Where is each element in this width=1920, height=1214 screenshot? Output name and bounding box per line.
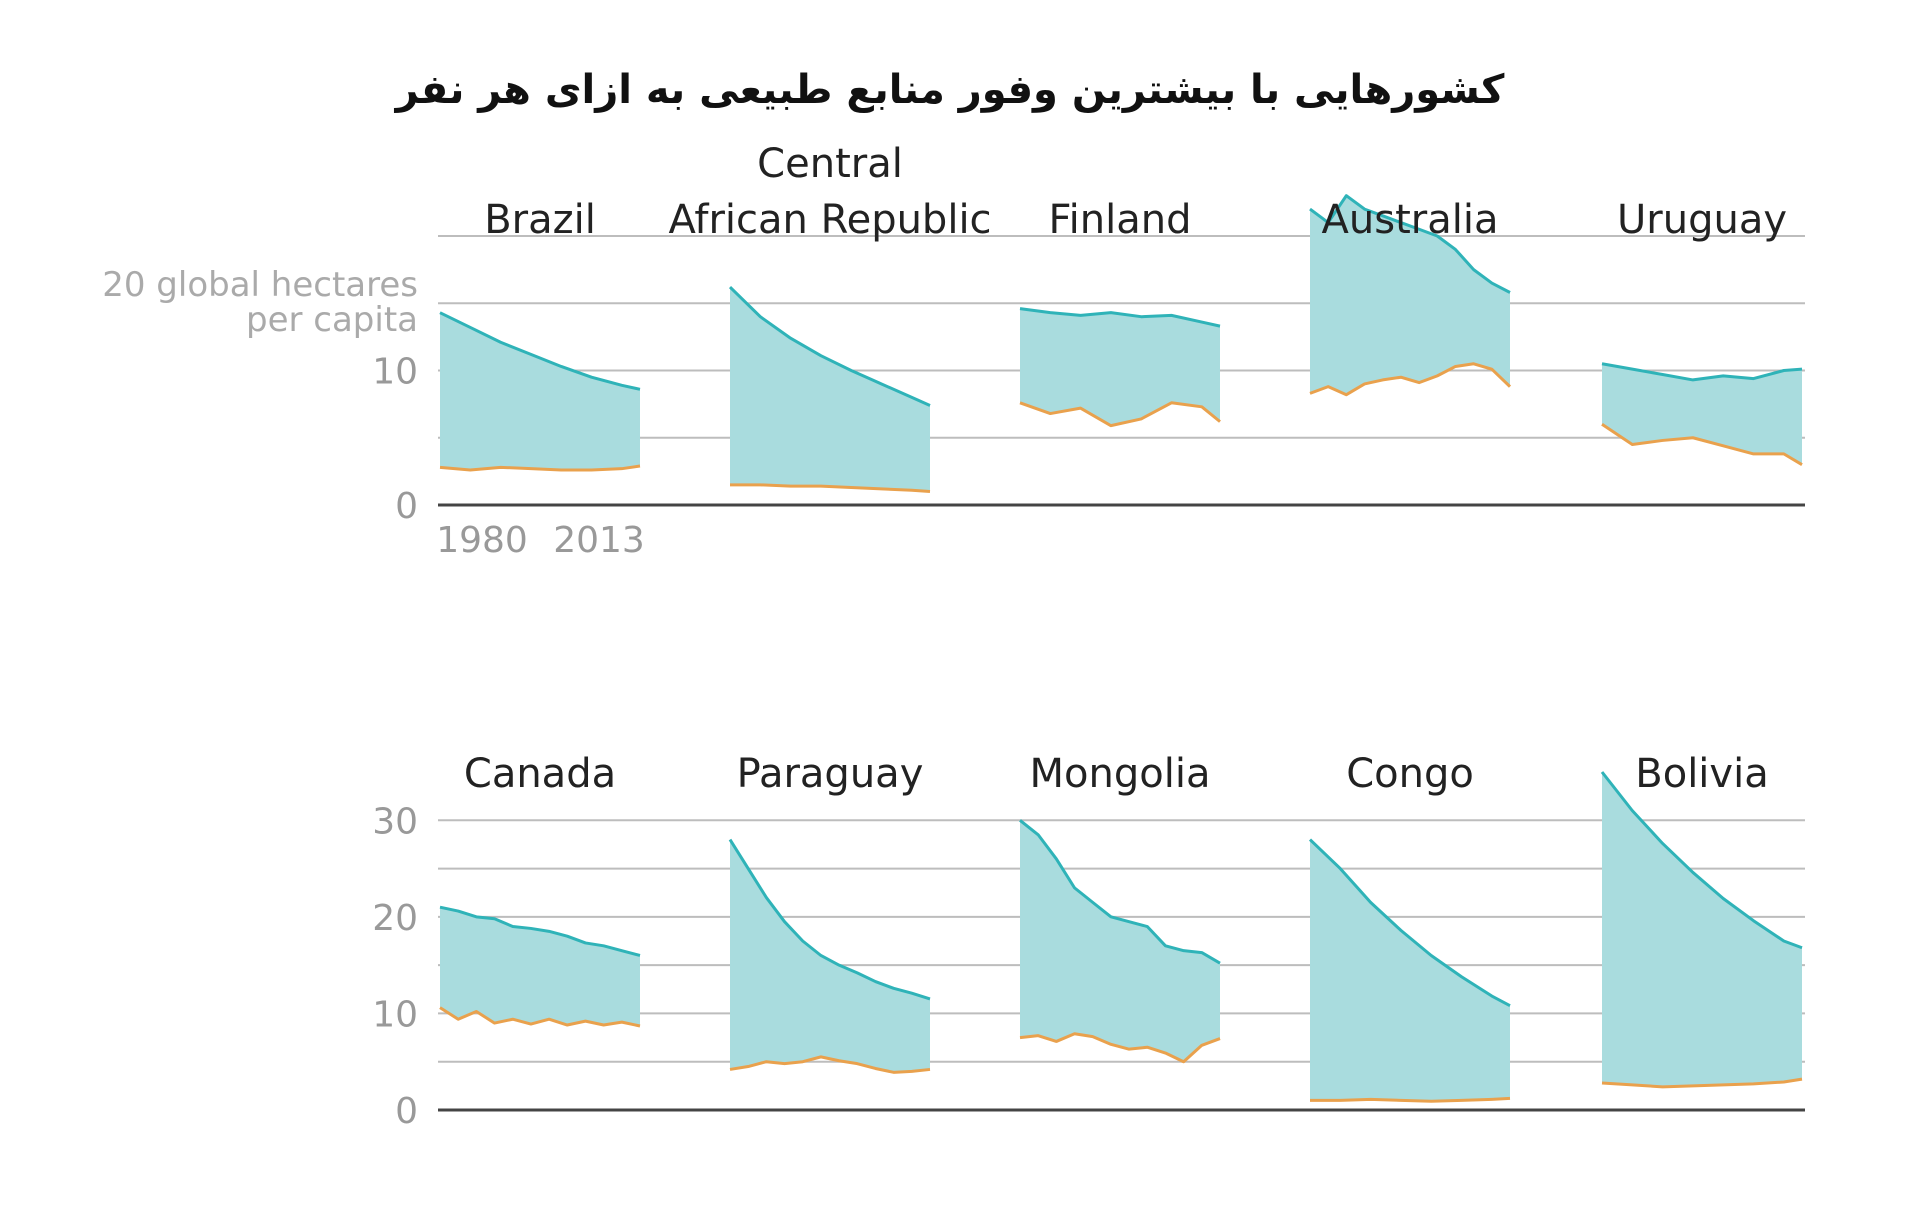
footprint-line-congo [1310, 1096, 1511, 1103]
bottom-row-panel: 30 20 10 0 Canada Paraguay Mongolia Congo Bolivi… [372, 751, 1805, 1132]
reserve-area-brazil [440, 312, 640, 471]
footprint-line-finland [1019, 401, 1221, 428]
country-panel-central-african-republic: Central African Republic [668, 141, 992, 494]
country-label: Paraguay [737, 751, 924, 797]
y-tick-label: 30 [372, 801, 418, 842]
reserve-area-central-african-republic [730, 287, 930, 492]
country-panel-australia: Australia [1309, 194, 1512, 397]
footprint-line-mongolia [1019, 1032, 1221, 1064]
footprint-line-brazil [439, 464, 641, 472]
footprint-line-canada [439, 1006, 641, 1028]
country-panel-congo: Congo [1308, 751, 1511, 1103]
biocapacity-line-mongolia [1019, 819, 1221, 965]
biocapacity-line-central-african-republic [728, 286, 931, 407]
reserve-area-bolivia [1602, 772, 1802, 1087]
reserve-area-mongolia [1020, 820, 1220, 1062]
country-label: Australia [1322, 197, 1499, 243]
reserve-area-australia [1310, 195, 1510, 395]
reserve-area-congo [1310, 839, 1510, 1102]
country-label: Congo [1346, 751, 1474, 797]
country-panel-finland: Finland [1019, 197, 1221, 428]
country-panel-paraguay: Paraguay [728, 751, 931, 1074]
country-label: African Republic [668, 197, 991, 243]
y-tick-label: 0 [395, 486, 418, 527]
country-panel-canada: Canada [439, 751, 641, 1028]
country-label: Central [757, 141, 903, 187]
biocapacity-line-paraguay [728, 838, 931, 1001]
country-panel-mongolia: Mongolia [1019, 751, 1221, 1064]
country-label: Bolivia [1635, 751, 1768, 797]
biocapacity-line-canada [439, 905, 641, 957]
biocapacity-line-bolivia [1600, 771, 1803, 950]
country-panel-brazil: Brazil [439, 197, 641, 472]
y-tick-label: 20 [372, 898, 418, 939]
country-label: Mongolia [1030, 751, 1211, 797]
x-tick-label: 1980 [436, 520, 528, 561]
reserve-area-finland [1020, 308, 1220, 426]
country-label: Brazil [484, 197, 596, 243]
chart-title: کشورهایی با بیشترین وفور منابع طبیعی به … [394, 67, 1505, 113]
y-tick-label: 10 [372, 352, 418, 393]
footprint-line-bolivia [1601, 1077, 1803, 1089]
y-axis-unit-label-line-1: 20 global hectares [102, 265, 418, 305]
biocapacity-line-australia [1309, 194, 1511, 294]
reserve-area-paraguay [730, 839, 930, 1073]
reserve-area-canada [440, 907, 640, 1026]
country-panel-bolivia: Bolivia [1600, 751, 1803, 1089]
footprint-line-paraguay [729, 1055, 931, 1074]
x-tick-label: 2013 [553, 520, 645, 561]
biocapacity-line-finland [1019, 307, 1221, 328]
country-label: Uruguay [1617, 197, 1787, 243]
y-tick-label: 0 [395, 1091, 418, 1132]
footprint-line-central-african-republic [730, 483, 931, 494]
biocapacity-line-brazil [439, 311, 641, 391]
biocapacity-line-uruguay [1601, 362, 1803, 382]
biocapacity-line-congo [1308, 838, 1511, 1008]
country-label: Canada [464, 751, 616, 797]
country-label: Finland [1049, 197, 1192, 243]
footprint-line-australia [1309, 362, 1512, 397]
footprint-line-uruguay [1601, 423, 1803, 466]
reserve-area-uruguay [1602, 363, 1802, 465]
y-tick-label: 10 [372, 994, 418, 1035]
y-axis-unit-label-line-2: per capita [246, 300, 418, 340]
country-panel-uruguay: Uruguay [1601, 197, 1803, 466]
